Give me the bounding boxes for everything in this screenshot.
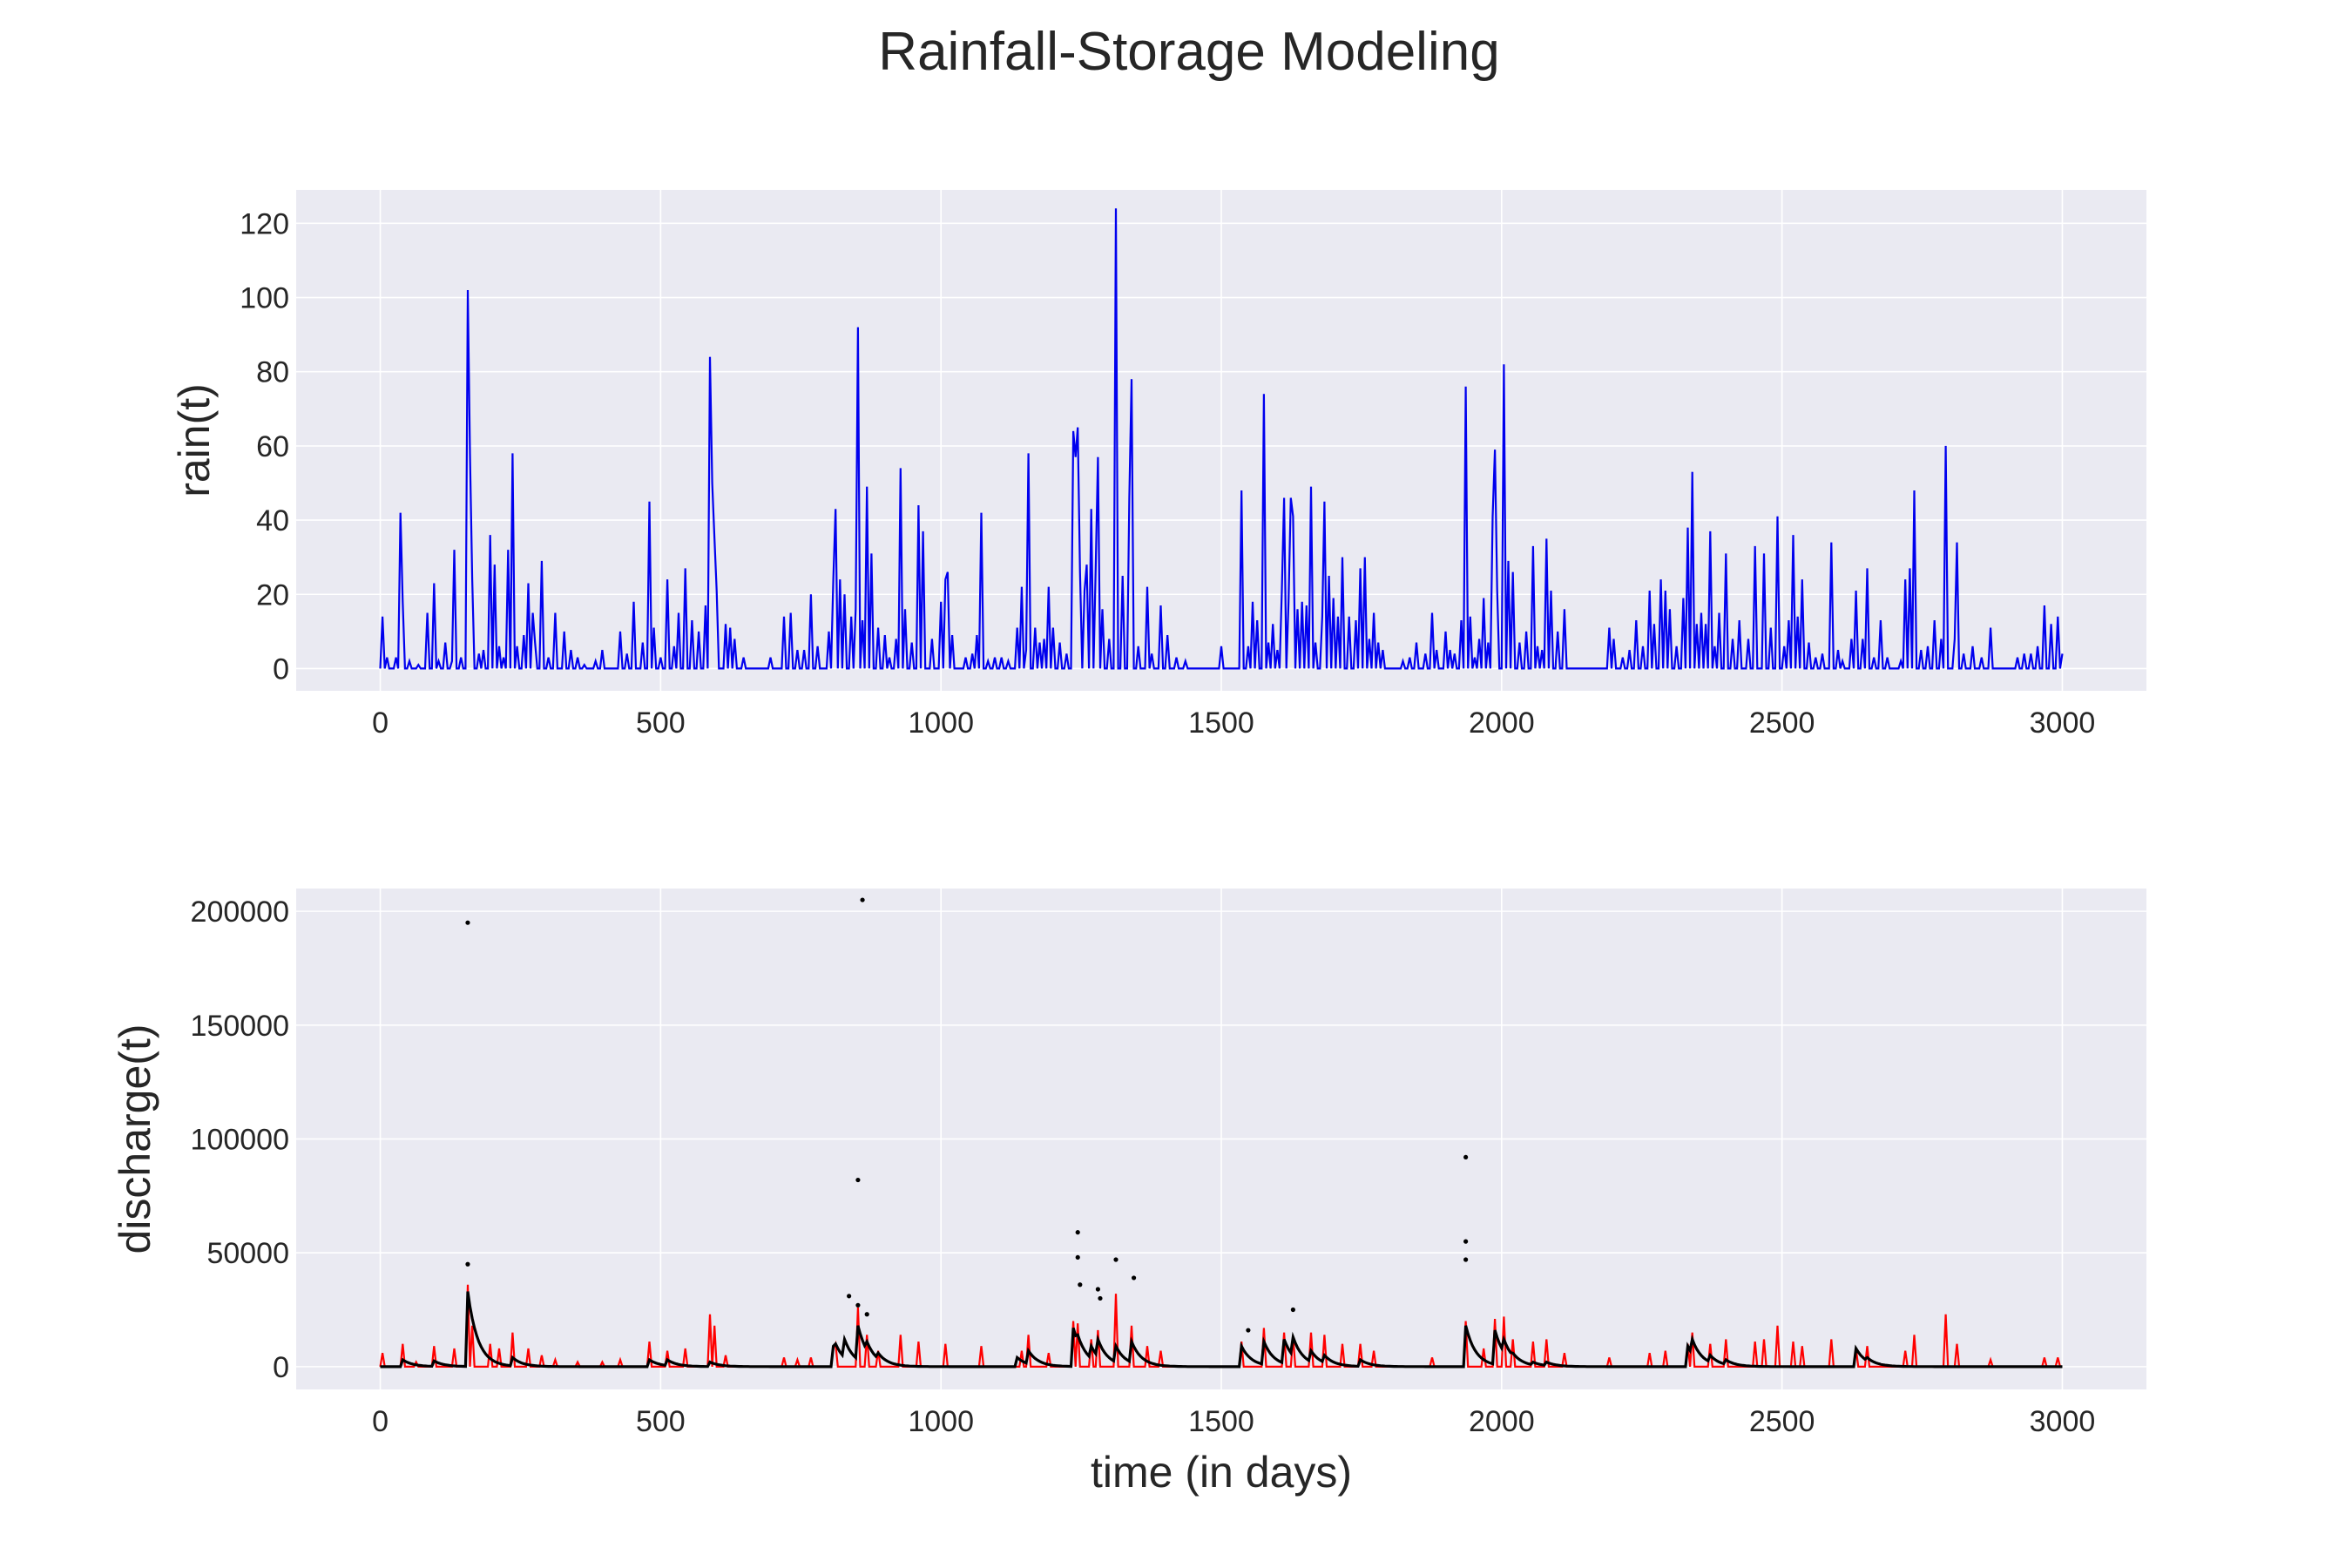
model-point: [855, 1302, 861, 1308]
model-point: [1098, 1295, 1103, 1301]
model-point: [1463, 1239, 1469, 1244]
model-point: [847, 1294, 852, 1299]
discharge-series: [379, 897, 2063, 1369]
model-point: [1113, 1257, 1119, 1262]
discharge-xlabel: time (in days): [1091, 1448, 1352, 1497]
model-point: [855, 1177, 861, 1183]
x-tick-label: 0: [372, 1405, 389, 1438]
model-series-line: [380, 1291, 2063, 1369]
y-tick-label: 60: [256, 430, 289, 463]
x-tick-label: 1500: [1188, 1405, 1254, 1438]
model-point: [1290, 1307, 1295, 1313]
x-tick-label: 500: [636, 1405, 686, 1438]
y-tick-label: 200000: [191, 896, 289, 929]
x-tick-label: 2500: [1749, 706, 1815, 740]
y-tick-label: 0: [273, 652, 289, 686]
x-tick-label: 2000: [1469, 706, 1535, 740]
model-point: [1131, 1275, 1137, 1281]
y-tick-label: 100: [240, 282, 289, 315]
discharge-panel: 0 500 1000 1500 2000 2500 3000 0 50000 100000 1500…: [111, 889, 2146, 1497]
model-point: [1078, 1282, 1083, 1288]
rain-panel: 0 500 1000 1500 2000 2500 3000020406080100120 …: [170, 190, 2146, 740]
x-tick-label: 2500: [1749, 1405, 1815, 1438]
y-tick-label: 150000: [191, 1010, 289, 1043]
model-point: [1463, 1154, 1469, 1160]
x-tick-label: 3000: [2030, 706, 2096, 740]
discharge-tick-labels: 0 500 1000 1500 2000 2500 3000 0 50000 100000 1500…: [191, 896, 2096, 1438]
x-tick-label: 3000: [2030, 1405, 2096, 1438]
series-line: [379, 208, 2064, 670]
model-point: [465, 1261, 470, 1267]
rain-tick-labels: 0 500 1000 1500 2000 2500 3000 0 20 40 60 80 100 120: [240, 207, 2095, 740]
model-point: [1463, 1257, 1469, 1262]
y-tick-label: 120: [240, 207, 289, 240]
model-point: [1075, 1254, 1080, 1260]
chart-title: Rainfall-Storage Modeling: [878, 22, 1499, 82]
model-point: [1095, 1287, 1100, 1292]
rain-ylabel: rain(t): [170, 383, 219, 497]
discharge-ylabel: discharge(t): [111, 1024, 159, 1254]
y-tick-label: 50000: [206, 1237, 289, 1270]
model-point: [864, 1312, 869, 1317]
x-tick-label: 2000: [1469, 1405, 1535, 1438]
model-point: [1075, 1230, 1080, 1235]
y-tick-label: 40: [256, 504, 289, 537]
x-tick-label: 1000: [908, 706, 974, 740]
model-point: [465, 920, 470, 925]
y-tick-label: 100000: [191, 1124, 289, 1157]
model-point: [1246, 1328, 1251, 1333]
x-tick-label: 500: [636, 706, 686, 740]
y-tick-label: 80: [256, 356, 289, 389]
x-tick-label: 0: [372, 706, 389, 740]
x-tick-label: 1500: [1188, 706, 1254, 740]
y-tick-label: 20: [256, 578, 289, 612]
rain-series: [379, 208, 2064, 670]
x-tick-label: 1000: [908, 1405, 974, 1438]
model-point: [860, 897, 865, 902]
y-tick-label: 0: [273, 1351, 289, 1384]
